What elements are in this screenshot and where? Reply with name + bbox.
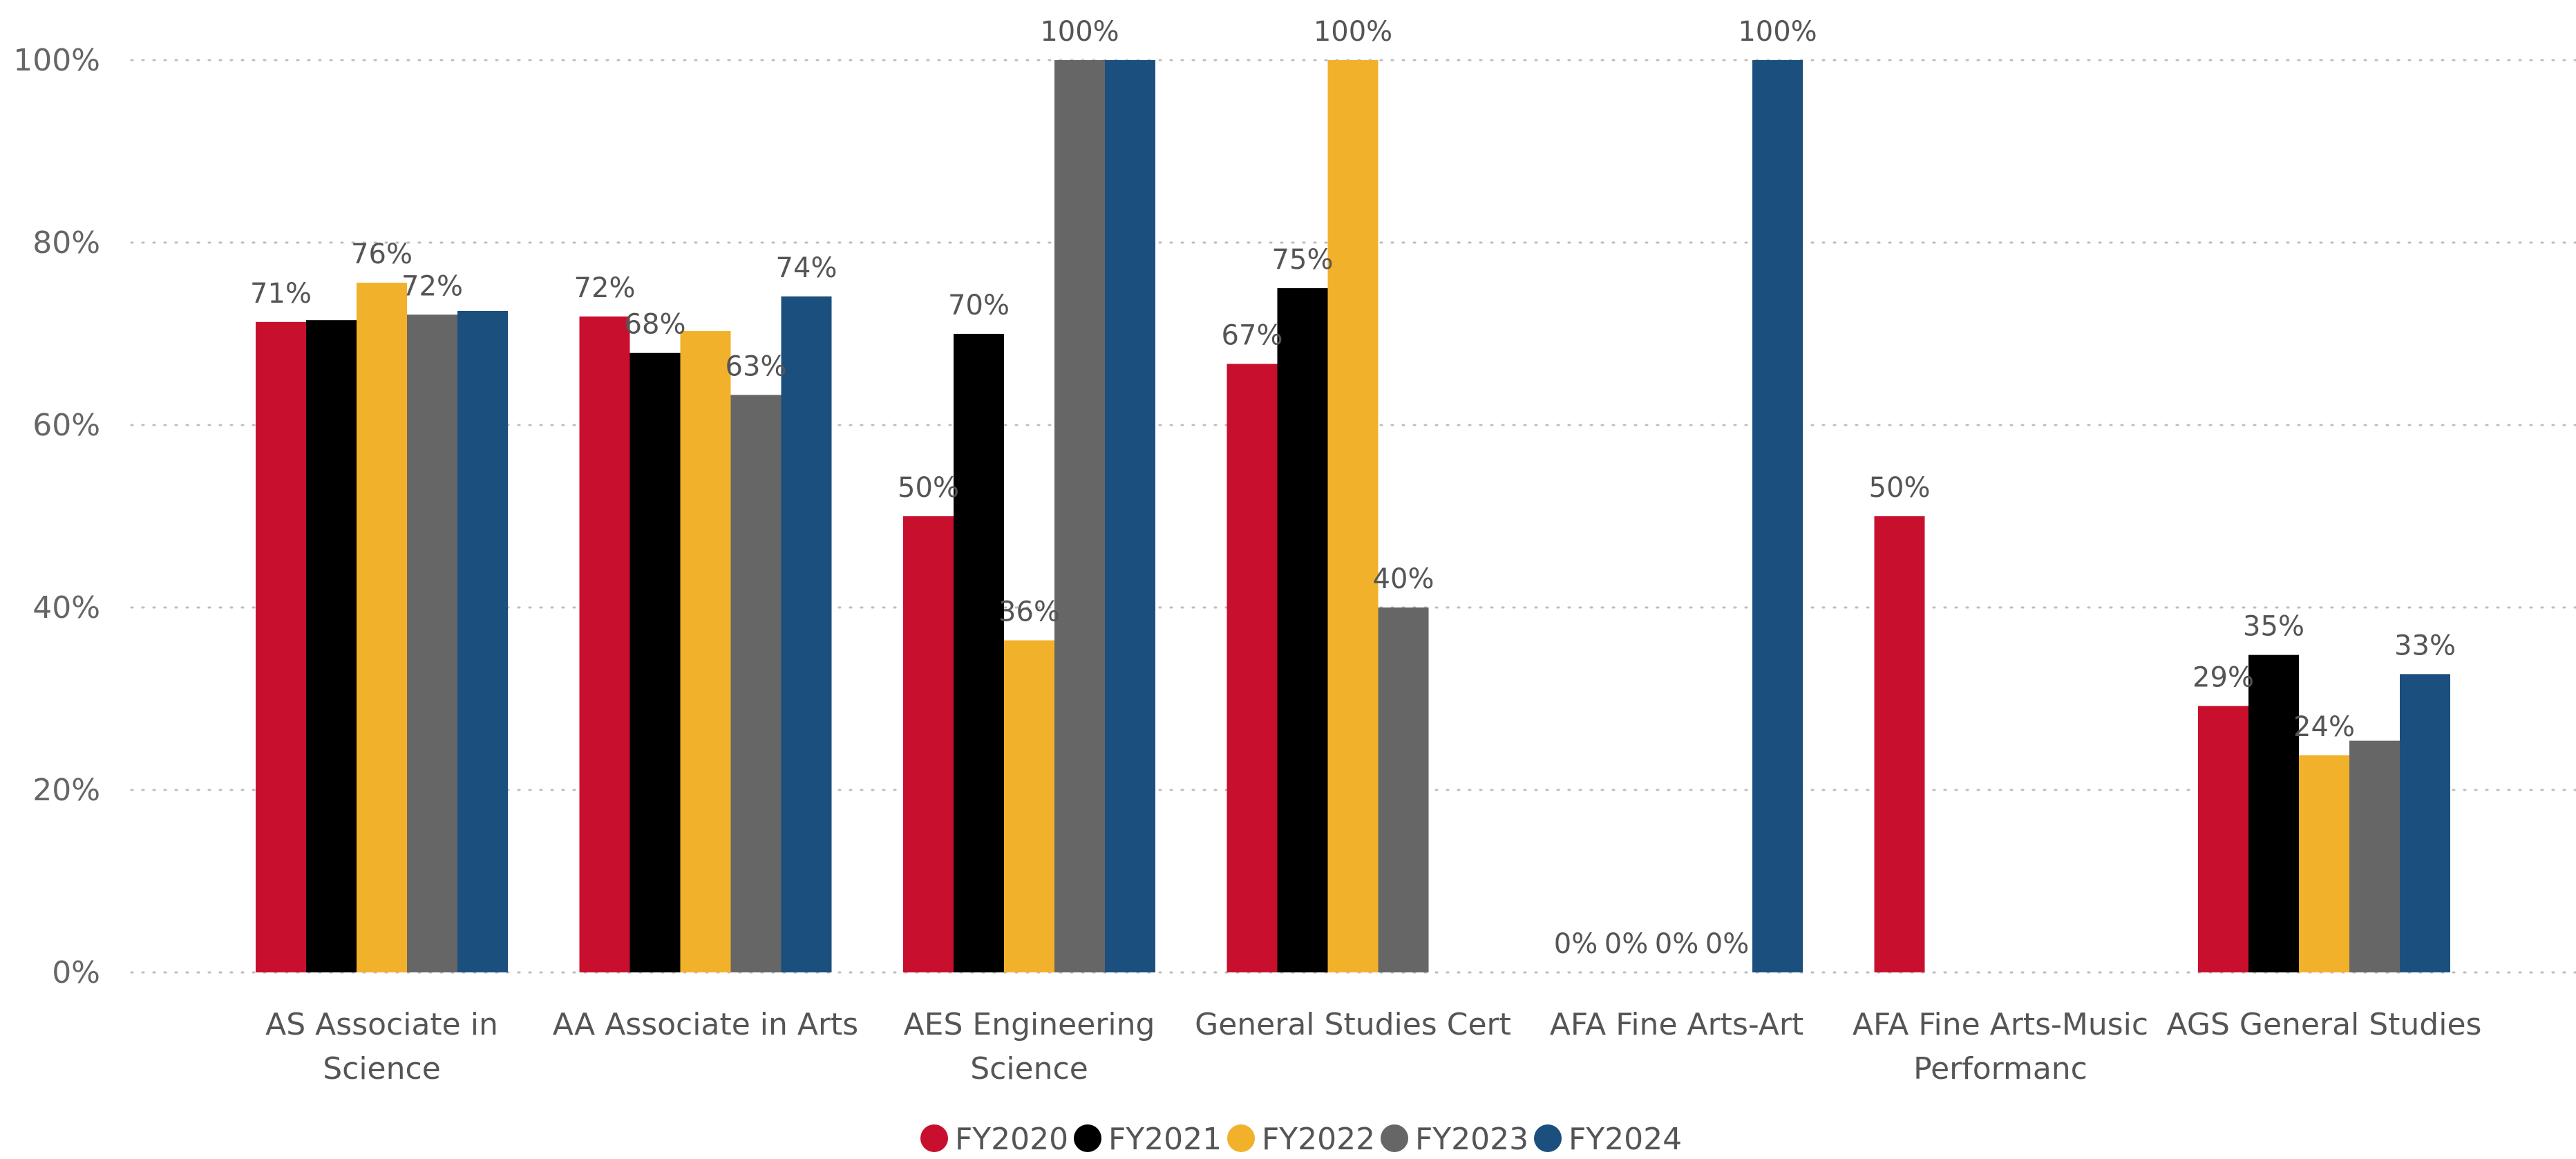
x-category-label: AES Engineering (904, 1007, 1155, 1042)
data-label: 0% (1554, 928, 1598, 960)
bar (1277, 288, 1328, 972)
bar (1054, 60, 1105, 972)
x-category-label: Performanc (1913, 1051, 2087, 1086)
bar (407, 314, 457, 972)
data-label: 68% (625, 309, 686, 341)
x-category-label: AGS General Studies (2167, 1007, 2482, 1042)
x-category-label: General Studies Cert (1195, 1007, 1511, 1042)
bars (256, 60, 2450, 973)
y-tick-label: 40% (32, 590, 100, 625)
data-label: 72% (574, 272, 636, 304)
legend-swatch (1074, 1124, 1101, 1152)
bar (306, 320, 357, 972)
data-label: 24% (2293, 711, 2355, 743)
bar (256, 321, 306, 973)
data-labels: 71%76%72% 72%68%63%74%50%70%36%100%67%75%… (250, 16, 2456, 960)
bar (629, 352, 681, 973)
data-label: 33% (2394, 630, 2456, 661)
data-label: 0% (1655, 928, 1698, 960)
data-label: 50% (898, 472, 959, 504)
bar (954, 334, 1004, 972)
y-tick-label: 100% (13, 43, 100, 78)
data-label: 70% (948, 290, 1010, 321)
data-label: 40% (1373, 563, 1434, 595)
y-tick-label: 60% (32, 408, 100, 443)
legend-label: FY2023 (1415, 1122, 1528, 1156)
data-label: 100% (1040, 16, 1119, 48)
data-label: 0% (1604, 928, 1648, 960)
y-tick-label: 80% (32, 225, 100, 261)
data-label: 63% (726, 350, 787, 382)
bar (1327, 60, 1379, 972)
x-category-label: Science (323, 1051, 441, 1086)
bar (1874, 516, 1925, 972)
legend-label: FY2021 (1108, 1122, 1222, 1156)
data-label: 100% (1314, 16, 1392, 48)
data-label: 50% (1869, 472, 1931, 504)
legend-swatch (1227, 1124, 1255, 1152)
x-category-label: Science (970, 1051, 1088, 1086)
bar (2349, 740, 2400, 972)
data-label: 0% (1705, 928, 1749, 960)
bar (2299, 755, 2349, 972)
data-label: 72% (401, 270, 463, 302)
data-label: 75% (1272, 244, 1334, 276)
legend-swatch (920, 1124, 948, 1152)
bar (2400, 674, 2450, 972)
legend-swatch (1534, 1124, 1562, 1152)
bar (2248, 654, 2299, 972)
legend-label: FY2022 (1262, 1122, 1375, 1156)
bar (579, 316, 630, 972)
x-category-label: AFA Fine Arts-Art (1550, 1007, 1803, 1042)
data-label: 67% (1222, 320, 1283, 352)
x-category-label: AFA Fine Arts-Music (1853, 1007, 2148, 1042)
legend-label: FY2024 (1569, 1122, 1682, 1156)
bar (2198, 706, 2248, 972)
bar (903, 516, 954, 972)
y-tick-label: 0% (52, 955, 100, 990)
x-category-label: AA Associate in Arts (553, 1007, 858, 1042)
x-category-label: AS Associate in (265, 1007, 498, 1042)
legend-swatch (1381, 1124, 1408, 1152)
data-label: 74% (776, 252, 837, 284)
data-label: 71% (250, 278, 312, 310)
bar (680, 331, 731, 972)
bar (357, 283, 407, 973)
bar (730, 395, 782, 972)
bar (1227, 364, 1278, 972)
legend: FY2020 FY2021 FY2022 FY2023 FY2024 (920, 1122, 1682, 1157)
data-label: 76% (351, 238, 413, 270)
y-axis: 0% 20% 40% 60% 80% 100% (13, 43, 100, 990)
x-axis: AS Associate in Science AA Associate in Ar… (265, 1007, 2481, 1086)
data-label: 100% (1738, 16, 1817, 48)
bar (457, 311, 508, 972)
bar (1378, 607, 1429, 972)
bar (781, 296, 832, 972)
data-label: 35% (2243, 611, 2304, 643)
y-tick-label: 20% (32, 773, 100, 808)
bar (1105, 60, 1155, 972)
data-label: 36% (998, 596, 1060, 628)
bar (1004, 640, 1054, 972)
bar (1752, 60, 1803, 972)
legend-label: FY2020 (955, 1122, 1068, 1156)
data-label: 29% (2193, 662, 2254, 694)
